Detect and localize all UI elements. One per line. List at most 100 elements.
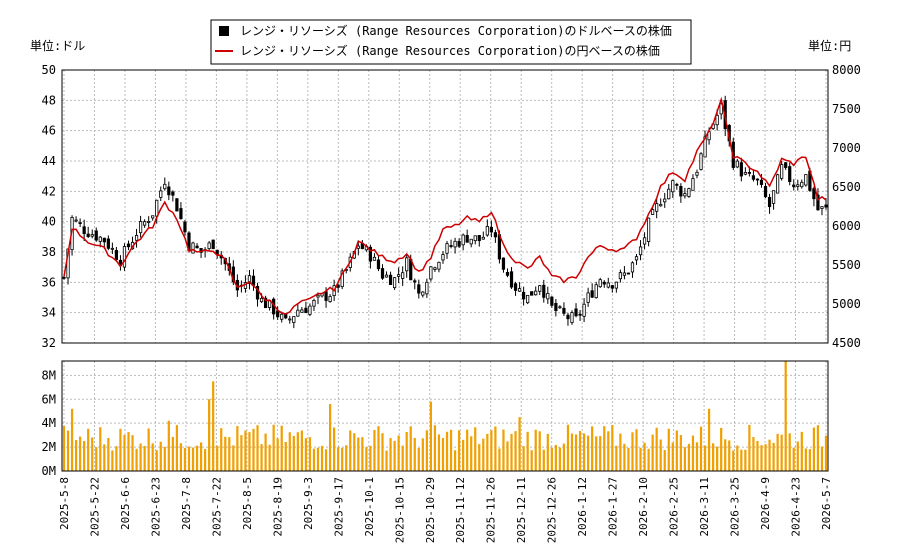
candle-body xyxy=(655,203,659,212)
volume-bar xyxy=(365,447,368,471)
candle-body xyxy=(368,246,373,262)
candle-body xyxy=(509,271,514,288)
candle-body xyxy=(86,233,90,237)
date-tick-label: 2026-4-9 xyxy=(759,477,772,530)
candle-body xyxy=(542,284,546,298)
candle-body xyxy=(441,254,445,261)
candle-body xyxy=(449,245,453,247)
volume-bar xyxy=(316,447,320,471)
candle-body xyxy=(384,274,389,278)
date-tick-label: 2025-5-22 xyxy=(88,477,101,537)
volume-bar xyxy=(542,449,545,471)
candle-body xyxy=(122,246,127,268)
volume-bar xyxy=(796,441,799,471)
volume-bar xyxy=(808,449,811,471)
candle-body xyxy=(642,237,647,245)
candle-body xyxy=(473,235,477,242)
candle-body xyxy=(522,291,526,300)
candle-body xyxy=(594,284,598,299)
volume-bar xyxy=(570,433,574,471)
usd-tick-label: 38 xyxy=(42,245,56,259)
candle-body xyxy=(211,239,215,250)
candle-body xyxy=(263,297,268,309)
volume-bar xyxy=(369,445,372,471)
volume-bar xyxy=(292,435,295,471)
volume-tick-label: 2M xyxy=(42,440,56,454)
volume-tick-label: 4M xyxy=(42,416,56,430)
candle-body xyxy=(699,153,703,170)
jpy-tick-label: 8000 xyxy=(832,63,861,77)
volume-bar xyxy=(671,442,674,471)
candle-body xyxy=(82,226,86,235)
volume-bar xyxy=(474,427,477,471)
candle-body xyxy=(465,234,469,243)
volume-bar xyxy=(635,429,638,471)
volume-bar xyxy=(260,444,263,471)
volume-bar xyxy=(663,450,666,471)
volume-bar xyxy=(256,425,259,471)
date-tick-label: 2026-3-11 xyxy=(698,477,711,537)
candle-body xyxy=(372,256,377,261)
candle-body xyxy=(743,172,747,175)
candle-body xyxy=(820,206,824,209)
volume-bar xyxy=(587,435,590,471)
volume-bar xyxy=(691,435,695,471)
candle-body xyxy=(102,237,106,243)
volume-bar xyxy=(159,441,162,471)
candle-body xyxy=(433,267,437,270)
candle-body xyxy=(763,185,768,198)
volume-bar xyxy=(187,446,191,471)
volume-bar xyxy=(212,381,215,471)
candle-body xyxy=(586,292,590,303)
volume-bar xyxy=(453,450,457,471)
candle-body xyxy=(646,217,651,242)
volume-bar xyxy=(280,425,283,471)
date-tick-label: 2026-1-12 xyxy=(576,477,589,537)
candle-body xyxy=(259,297,264,303)
volume-bar xyxy=(784,361,787,471)
candle-body xyxy=(457,240,461,247)
candle-body xyxy=(598,279,602,288)
volume-bar xyxy=(510,433,513,471)
volume-bar xyxy=(816,425,820,471)
date-tick-label: 2025-8-5 xyxy=(241,477,254,530)
date-tick-label: 2025-12-26 xyxy=(546,477,559,543)
candle-body xyxy=(155,199,159,217)
candle-body xyxy=(316,294,320,298)
volume-bar xyxy=(195,445,199,471)
candle-body xyxy=(735,160,739,168)
candle-body xyxy=(138,221,143,234)
volume-bar xyxy=(772,442,775,471)
candle-body xyxy=(324,291,328,301)
candle-body xyxy=(312,299,316,307)
volume-bar xyxy=(264,433,267,471)
candle-body xyxy=(380,268,385,279)
volume-bar xyxy=(712,443,715,471)
candle-body xyxy=(437,261,441,270)
usd-tick-label: 44 xyxy=(42,154,56,168)
jpy-tick-label: 7500 xyxy=(832,102,861,116)
volume-bar xyxy=(119,428,122,471)
date-tick-label: 2025-8-19 xyxy=(271,477,284,537)
candle-body xyxy=(816,194,820,211)
date-tick-label: 2025-6-23 xyxy=(149,477,162,537)
usd-tick-label: 50 xyxy=(42,63,56,77)
candle-body xyxy=(558,306,562,309)
candle-body xyxy=(812,188,816,200)
price-plot-frame xyxy=(61,69,829,344)
candle-body xyxy=(388,274,393,286)
date-tick-label: 2026-2-10 xyxy=(637,477,650,537)
usd-tick-label: 46 xyxy=(42,124,56,138)
volume-bar xyxy=(619,433,622,471)
volume-bar xyxy=(324,449,328,471)
volume-bar xyxy=(179,443,183,471)
candle-body xyxy=(634,256,639,261)
candle-body xyxy=(602,281,606,285)
volume-bar xyxy=(550,447,553,471)
volume-bar xyxy=(405,431,408,471)
jpy-tick-label: 6000 xyxy=(832,219,861,233)
candle-body xyxy=(679,186,683,197)
volume-bar xyxy=(272,424,275,471)
volume-bar xyxy=(437,434,441,471)
